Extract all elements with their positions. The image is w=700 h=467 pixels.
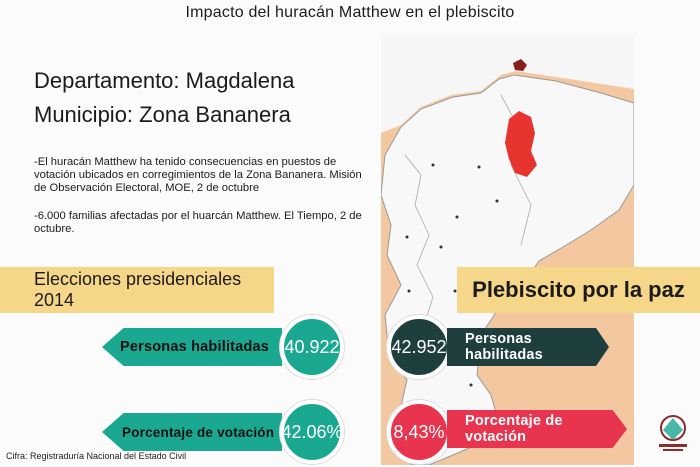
left-section-banner: Elecciones presidenciales 2014 (0, 267, 274, 313)
right-turnout-circle: 8,43% (387, 400, 451, 464)
left-voters-circle: 40.922 (280, 315, 344, 379)
source-note: Cifra: Registraduría Nacional del Estado… (6, 451, 187, 461)
municipality-line: Municipio: Zona Bananera (34, 102, 291, 127)
news-paragraph-2: -6.000 familias afectadas por el huarcán… (34, 210, 362, 235)
left-turnout-circle: 42.06% (280, 400, 344, 464)
left-turnout-label: Porcentaje de votación (102, 413, 282, 451)
right-section-banner: Plebiscito por la paz (457, 267, 700, 313)
location-block: Departamento: Magdalena Municipio: Zona … (34, 64, 295, 132)
left-voters-label: Personas habilitadas (102, 328, 282, 366)
news-paragraph-1: -El huracán Matthew ha tenido consecuenc… (34, 156, 362, 194)
right-voters-circle: 42.952 (387, 315, 451, 379)
department-line: Departamento: Magdalena (34, 68, 295, 93)
logo-icon (653, 410, 693, 462)
page-title: Impacto del huracán Matthew en el plebis… (185, 4, 515, 21)
right-voters-label: Personas habilitadas (447, 328, 609, 366)
right-turnout-label: Porcentaje de votación (447, 410, 627, 448)
